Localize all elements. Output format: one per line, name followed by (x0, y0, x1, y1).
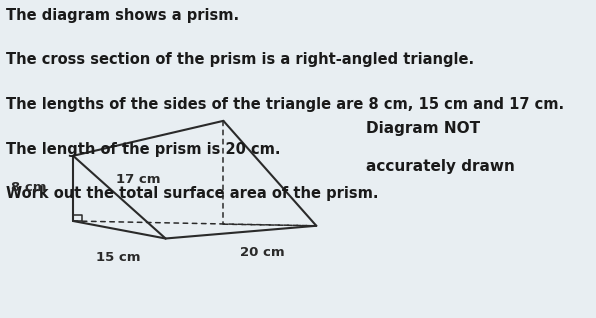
Text: 20 cm: 20 cm (240, 246, 284, 259)
Text: 8 cm: 8 cm (11, 181, 47, 194)
Text: accurately drawn: accurately drawn (366, 159, 514, 174)
Text: 15 cm: 15 cm (97, 251, 141, 264)
Text: The length of the prism is 20 cm.: The length of the prism is 20 cm. (6, 142, 281, 156)
Text: The cross section of the prism is a right-angled triangle.: The cross section of the prism is a righ… (6, 52, 474, 67)
Text: 17 cm: 17 cm (116, 173, 161, 186)
Text: The lengths of the sides of the triangle are 8 cm, 15 cm and 17 cm.: The lengths of the sides of the triangle… (6, 97, 564, 112)
Text: Diagram NOT: Diagram NOT (366, 121, 480, 136)
Text: The diagram shows a prism.: The diagram shows a prism. (6, 8, 239, 23)
Text: Work out the total surface area of the prism.: Work out the total surface area of the p… (6, 186, 378, 201)
